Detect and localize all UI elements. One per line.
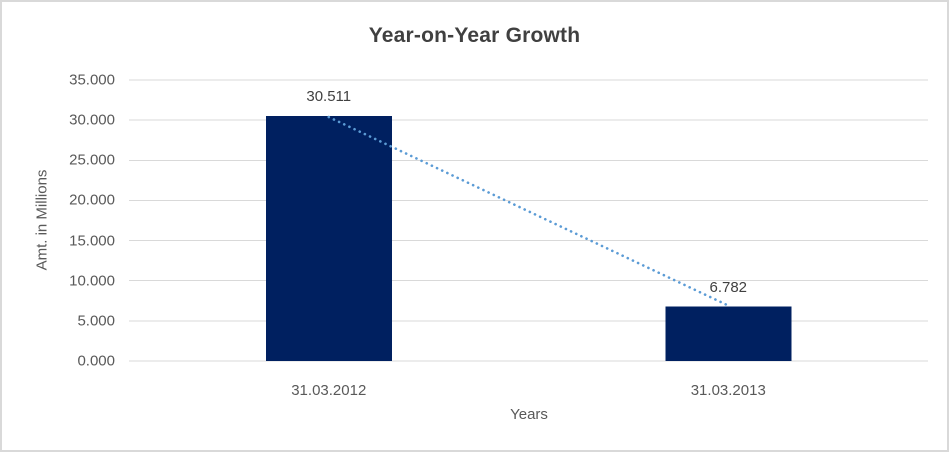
y-tick-label: 25.000 — [69, 151, 115, 169]
x-category-label: 31.03.2012 — [291, 382, 367, 399]
y-tick-label: 35.000 — [69, 71, 115, 89]
y-tick-label: 10.000 — [69, 272, 115, 290]
y-tick-label: 0.000 — [77, 352, 115, 370]
y-tick-label: 5.000 — [77, 312, 115, 330]
chart-title: Year-on-Year Growth — [368, 24, 581, 47]
bar-data-label: 30.511 — [306, 88, 352, 106]
bar — [665, 306, 792, 361]
trendline — [327, 115, 730, 307]
x-axis-title: Years — [510, 406, 548, 423]
y-tick-label: 15.000 — [69, 232, 115, 250]
x-category-label: 31.03.2013 — [690, 382, 766, 399]
bar — [265, 116, 392, 362]
y-tick-label: 20.000 — [69, 191, 115, 209]
gridlines-group — [129, 79, 928, 362]
bar-data-label: 6.782 — [709, 278, 748, 296]
y-tick-label: 30.000 — [69, 111, 115, 129]
bars-group — [265, 116, 792, 362]
trendline-group — [327, 115, 730, 307]
